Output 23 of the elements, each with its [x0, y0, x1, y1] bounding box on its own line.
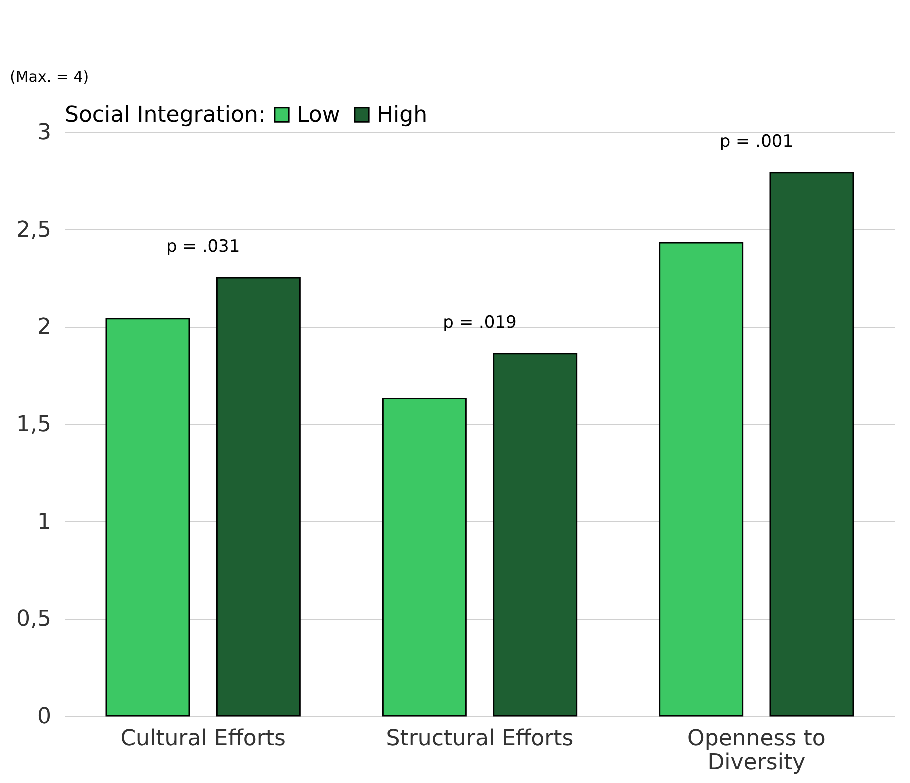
- y-tick-label: 2: [38, 315, 52, 340]
- y-tick-label: 2,5: [16, 218, 52, 243]
- bar: [216, 277, 301, 717]
- bar: [493, 353, 578, 717]
- legend-label: Low: [297, 103, 340, 128]
- y-tick-label: 1,5: [16, 412, 52, 438]
- legend-label: High: [377, 103, 428, 128]
- bar: [382, 398, 467, 717]
- x-tick-label: Openness to Diversity: [688, 726, 826, 776]
- y-tick-label: 0,5: [16, 607, 52, 632]
- annotation: p = .019: [443, 312, 517, 333]
- legend-title: Social Integration:: [65, 103, 266, 128]
- y-tick-label: 0: [38, 704, 52, 730]
- y-tick-label: 1: [38, 510, 52, 535]
- annotation: p = .001: [720, 132, 794, 152]
- x-tick-label: Structural Efforts: [386, 726, 574, 752]
- annotation: p = .031: [166, 237, 240, 257]
- bar: [659, 242, 744, 717]
- text: (Max. = 4): [10, 68, 90, 86]
- bar: [106, 318, 190, 717]
- y-tick-label: 3: [38, 120, 52, 146]
- x-tick-label: Cultural Efforts: [120, 726, 286, 752]
- bar: [770, 172, 854, 717]
